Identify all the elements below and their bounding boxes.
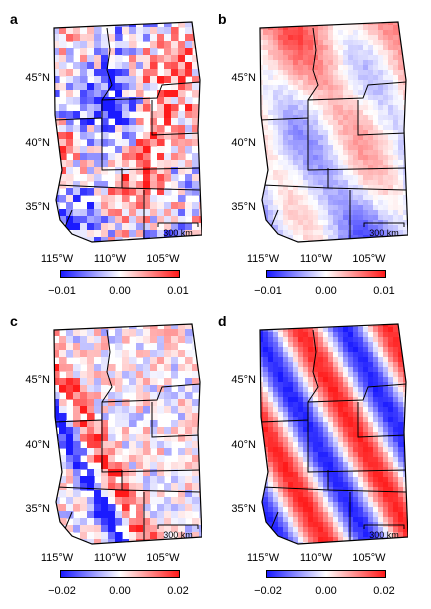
lat-label-35: 35°N: [25, 201, 50, 213]
lon-label-110: 110°W: [93, 253, 127, 265]
lon-label-105: 105°W: [352, 253, 386, 265]
lat-label-40: 40°N: [231, 137, 256, 149]
lat-label-40: 40°N: [25, 439, 50, 451]
lat-label-35: 35°N: [25, 503, 50, 515]
colorbar-tick-min: −0.01: [254, 285, 282, 297]
colorbar-c: [60, 570, 180, 578]
colorbar-tick-zero: 0.00: [109, 585, 131, 597]
lat-label-40: 40°N: [25, 137, 50, 149]
colorbar-tick-min: −0.01: [48, 285, 76, 297]
lat-label-40: 40°N: [231, 439, 256, 451]
scale-bar: [157, 222, 199, 227]
scale-bar-label: 300 km: [163, 530, 193, 540]
lon-label-110: 110°W: [93, 552, 127, 564]
map-c: 300 km: [52, 322, 202, 545]
lat-label-45: 45°N: [231, 72, 256, 84]
lon-label-110: 110°W: [299, 552, 333, 564]
map-a: 300 km: [52, 20, 202, 243]
panel-label-b: b: [218, 11, 227, 27]
lat-label-45: 45°N: [231, 374, 256, 386]
map-raster: [259, 323, 408, 545]
lon-label-105: 105°W: [352, 552, 386, 564]
lat-label-35: 35°N: [231, 201, 256, 213]
panel-label-c: c: [10, 313, 18, 329]
lat-label-45: 45°N: [25, 72, 50, 84]
colorbar-tick-min: −0.02: [254, 585, 282, 597]
panel-label-a: a: [10, 11, 18, 27]
scale-bar: [363, 222, 405, 227]
panel-label-d: d: [218, 313, 227, 329]
lon-label-105: 105°W: [146, 253, 180, 265]
scale-bar: [363, 524, 405, 529]
map-b: 300 km: [258, 20, 408, 243]
colorbar-tick-max: 0.02: [167, 585, 189, 597]
colorbar-tick-max: 0.01: [373, 285, 395, 297]
lon-label-115: 115°W: [246, 552, 280, 564]
lon-label-105: 105°W: [146, 552, 180, 564]
colorbar-b: [266, 270, 386, 278]
map-d: 300 km: [258, 322, 408, 545]
colorbar-a: [60, 270, 180, 278]
colorbar-tick-zero: 0.00: [315, 285, 337, 297]
lat-label-45: 45°N: [25, 374, 50, 386]
scale-bar: [157, 524, 199, 529]
lat-label-35: 35°N: [231, 503, 256, 515]
colorbar-d: [266, 570, 386, 578]
scale-bar-label: 300 km: [369, 530, 399, 540]
colorbar-tick-min: −0.02: [48, 585, 76, 597]
lon-label-115: 115°W: [246, 253, 280, 265]
lon-label-115: 115°W: [40, 552, 74, 564]
map-raster: [53, 323, 202, 545]
map-raster: [53, 21, 202, 243]
lon-label-115: 115°W: [40, 253, 74, 265]
colorbar-tick-max: 0.02: [373, 585, 395, 597]
map-raster: [259, 21, 408, 243]
scale-bar-label: 300 km: [369, 228, 399, 238]
scale-bar-label: 300 km: [163, 228, 193, 238]
colorbar-tick-zero: 0.00: [109, 285, 131, 297]
lon-label-110: 110°W: [299, 253, 333, 265]
colorbar-tick-zero: 0.00: [315, 585, 337, 597]
colorbar-tick-max: 0.01: [167, 285, 189, 297]
